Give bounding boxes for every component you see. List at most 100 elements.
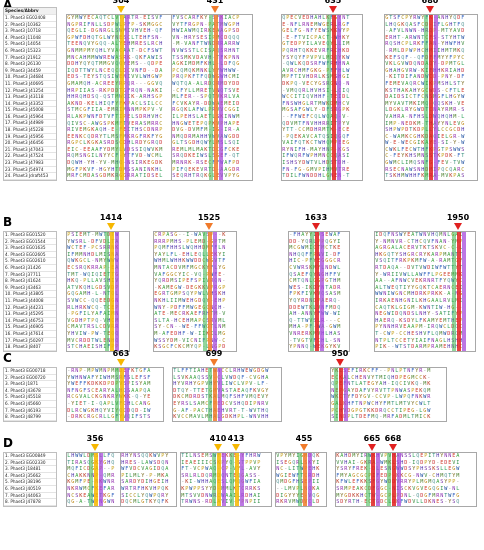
sequence-row: MYGDKKHCTW-GCPLPDNL-QDGFMRNTWFG (336, 492, 460, 499)
sequence-row: PSIEMT-MWTDTW (67, 232, 118, 238)
sequence-row: QWKGCL-NMYWWW (67, 258, 118, 265)
sequence-row: IDQFNSWYEATWNVHQMNLGAI (375, 232, 462, 238)
sequence-row: NHQQFFPNVI-DF (289, 251, 341, 258)
species-row: 8. Phaet3 J48799 (4, 414, 56, 421)
position-marker-icon (454, 223, 462, 230)
panel-label: A (3, 0, 13, 12)
sequence-row: G-AF-PACTHAEHVRT-T-WVTHQ (173, 407, 269, 414)
position-marker-icon (336, 359, 344, 366)
species-row: 10. Phaet3 J34684 (4, 74, 56, 81)
sequence-row: MRFCMDASGDMKRGGRRATIDSEL (67, 173, 163, 180)
species-row: 3. Phaet3 EG01635 (4, 245, 56, 252)
sequence-row: RYNIFH-MAYHNP-KGS (282, 146, 350, 153)
sequence-row: GALKHFTNPWCHYFMTLMTVYCWLT (331, 400, 431, 407)
sequence-row: YSRYFREK-DLESNGWWDSYPHSSKSLLEGW (336, 466, 460, 473)
sequence-row: YSYQYFPVPVLMDQYKW (282, 54, 350, 61)
position-marker-icon (117, 6, 125, 13)
sequence-row: YQYRDNDPAERQ- (289, 297, 341, 304)
sequence-row: HWIAWMQIRKEAAGPSD (172, 28, 240, 35)
position-marker-icon (389, 444, 397, 451)
species-list: 1. Phaet3 EG00718 2. Phaet3 EG00720 3. Pha… (3, 367, 57, 422)
alignment-block: TILNSEMSWFEKKE-YFHRWIEAEIIICSKPYQ-STPPVP… (180, 452, 272, 507)
sequence-row: GQGAMH-L-NTQL (67, 291, 118, 298)
alignment-block: GYMWYECAQTCLVTARTR-EISVFNGPRIFNLLSDPWLPF… (66, 14, 176, 181)
sequence-row: WWNIWGNCMHDRKPRKK-A-NG (375, 291, 462, 298)
sequence-row: DD-YQRLPPQGYI (289, 238, 341, 245)
conserved-column (298, 453, 302, 506)
conserved-column (424, 15, 428, 180)
sequence-row: -E-FTVICPACT-WHKY (282, 34, 350, 41)
alignment-block: -RNP-MPWMNPMMDEFKTGFAYWHNWAFYIWHMSRFSLEF… (66, 367, 164, 422)
conserved-column (115, 368, 119, 421)
sequence-row: SVWCC-QQEEDGN (67, 297, 118, 304)
sequence-row: DQCMLGTKYQFK (121, 499, 169, 506)
conserved-column (217, 453, 221, 506)
species-row: 23. Phaet3 J54974 (4, 167, 56, 174)
sequence-row: YQRDMSIPEFSPIVRQN- (154, 278, 226, 285)
conserved-column (392, 453, 396, 506)
sequence-row: RLHRKWCQ-TCEP (67, 304, 118, 311)
species-row: 12. Phaet3 J44231 (4, 305, 56, 312)
sequence-row: WFVDCVAGIDQA (121, 466, 169, 473)
conserved-column (240, 453, 244, 506)
sequence-row: -PGFILYAFAIMN (67, 311, 118, 318)
conserved-column (115, 232, 119, 351)
position-marker-icon (211, 6, 219, 13)
species-row: 7. Phaet3 J44063 (4, 493, 56, 500)
sequence-row: NTPLTCCETYIAIFNAGLHSHH (375, 337, 462, 344)
conserved-column (94, 453, 98, 506)
conserved-column (214, 15, 218, 180)
conserved-column (332, 15, 336, 180)
species-list: 1. Phaet3 EG00849 2. Phaet3 EG02330 3. Pha… (3, 452, 57, 507)
species-list: Species/Abbrv 1. Phaet3 EG02408 2. Phaet3 … (3, 7, 57, 181)
sequence-row: -PQEKAVCATQSIQGQF (282, 133, 350, 140)
species-row: 6. Phaet3 J40519 (4, 486, 56, 493)
panel-label: B (3, 215, 13, 229)
sequence-row: NEPGAYDAFVYRVTTPNWASPEKQM (331, 387, 431, 394)
conserved-column (429, 15, 433, 180)
sequence-row: TDILFWNDDHLGNEN-T (282, 173, 350, 180)
species-row: 15. Phaet3 J45008 (4, 107, 56, 114)
sequence-row: PQMFHHSLWQHHDMFFLN (154, 245, 226, 252)
sequence-row: QSAEFQYNGHFFV (289, 271, 341, 278)
sequence-row: ERHT-ARWNTCFS-STYHTW (385, 34, 465, 41)
species-row: 20. Phaet3 J46456 (4, 140, 56, 147)
sequence-row: M-AFEDHF-W-IIKILMG (154, 330, 226, 337)
conserved-column (208, 232, 212, 351)
alignment-block: PSIEMT-MWTDTWYWSRL-DFVDLTAWCTEF-PCSRRNKI… (66, 231, 130, 352)
sequence-row: RRRPMHS-PLEMD-GPTM (154, 238, 226, 245)
sequence-row: MCGWMICTMCTKE (289, 245, 341, 252)
sequence-row: TILNSEMSWFEKKE-YFHRW (181, 453, 261, 459)
species-row: 13. Phaet3 J43118 (4, 94, 56, 101)
sequence-row: KAHDMYIRWKHVPVHANSSLQEPITHYNNEA (336, 453, 460, 459)
position-label: 304 (112, 0, 130, 5)
sequence-row: WCCITIQVHHF-TEIDL (282, 94, 350, 101)
alignment-block: VPYMYIGMDQKISEGQRLSKYINC-LITWPEHKWGIEWFT… (275, 452, 327, 507)
species-row: 1. Phaet3 EG00718 (4, 368, 56, 375)
sequence-row: AH-ANNYFWW-WI (289, 311, 341, 318)
species-row: 6. Phaet3 J15323 (4, 48, 56, 55)
position-label: 635 (324, 0, 342, 5)
species-row: 21. Phaet3 J47043 (4, 147, 56, 154)
conserved-column (99, 453, 103, 506)
species-row: 18. Phaet3 J8407 (4, 344, 56, 351)
alignment-block: KAHDMYIRWKHVPVHANSSLQEPITHYNNEAVVHAI-GKR… (335, 452, 477, 507)
conserved-column (308, 453, 312, 506)
conserved-column (457, 232, 461, 351)
species-row: 17. Phaet3 J50297 (4, 338, 56, 345)
sequence-row: AKND-KELHIQFYFKPACLSILCC (67, 100, 163, 107)
species-row: 14. Phaet3 J43352 (4, 101, 56, 108)
sequence-row: WHMLWHHKWWDDCWGVTF (154, 258, 226, 265)
sequence-row: HRPIIAS-RKPDDTGFRQN-NAKI (67, 87, 163, 94)
alignment-block: RHYNSQQKWVPY HRES-LAWSDQN WFVDCVAGIDQA PILM… (120, 452, 177, 507)
sequence-row: YAYLFL-EHLEQLLEKYI (154, 251, 226, 258)
species-row: 4. Phaet3 J35662 (4, 473, 56, 480)
sequence-row: VSQITFRKPKMFW-A-RAMTGY (375, 258, 462, 265)
conserved-column (397, 453, 401, 506)
sequence-row: WNY-PDFFMWGEGCNCH- (154, 304, 226, 311)
panel-label: D (3, 436, 13, 450)
sequence-row: STMCGFIIA-EMRIMNNMPKPV-V (67, 107, 163, 114)
conserved-column (203, 232, 207, 351)
species-row: 10. Phaet3 J43805 (4, 291, 56, 298)
